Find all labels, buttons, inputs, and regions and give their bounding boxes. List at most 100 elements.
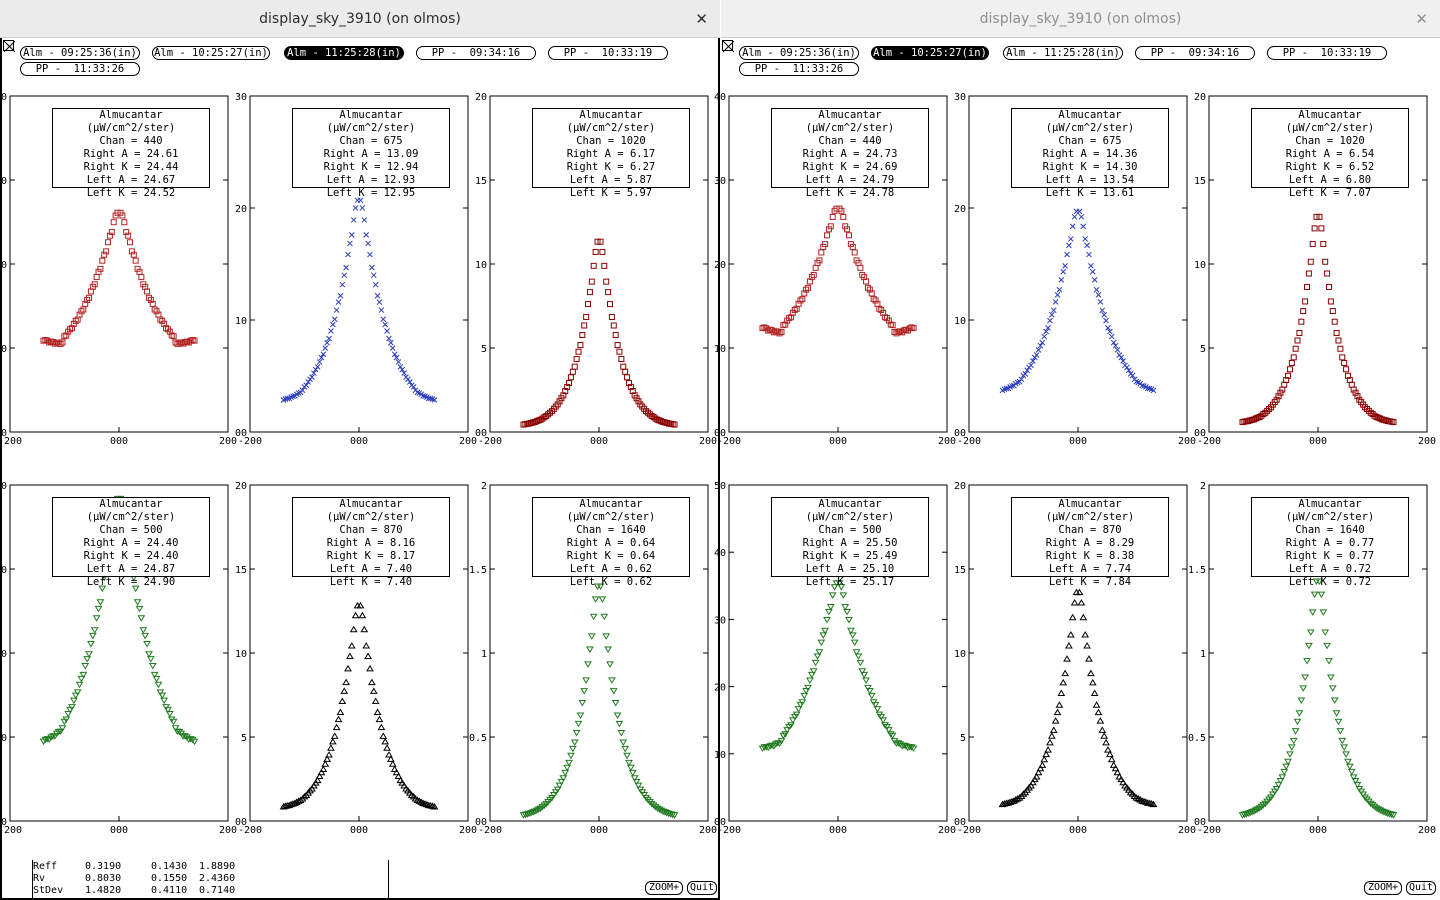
data-point: [772, 328, 779, 335]
data-point: [317, 768, 326, 776]
data-point: [1344, 372, 1351, 379]
stats-cell: 2.4360: [199, 873, 236, 884]
data-point: [172, 339, 179, 346]
data-point: [181, 733, 189, 740]
data-point: [191, 337, 198, 344]
data-point: [96, 599, 105, 606]
data-point: [53, 339, 60, 346]
data-point: [41, 736, 50, 744]
data-point: [1351, 778, 1360, 785]
legend-line: Right K = 25.49: [802, 550, 898, 562]
data-point: [1114, 347, 1121, 353]
data-point: [635, 398, 642, 405]
y-tick-label: 10: [714, 750, 726, 761]
data-point: [794, 706, 803, 713]
data-point: [611, 699, 620, 707]
data-point: [311, 370, 317, 376]
data-point: [811, 659, 820, 667]
stats-cell: 0.8030: [85, 873, 122, 884]
zoom-button[interactable]: ZOOM+: [645, 881, 683, 895]
data-point: [168, 332, 175, 339]
legend-line: Right A = 14.36: [1042, 148, 1138, 160]
data-point: [881, 722, 889, 729]
tab-4[interactable]: PP - 10:33:19: [1267, 46, 1387, 60]
y-tick-label: 10: [235, 316, 247, 327]
data-point: [783, 727, 792, 734]
tab-0[interactable]: Alm - 09:25:36(in): [20, 46, 140, 60]
legend-line: Right A = 8.16: [326, 537, 416, 549]
tab-3[interactable]: PP - 09:34:16: [416, 46, 536, 60]
close-icon[interactable]: ✕: [695, 10, 708, 28]
tab-5[interactable]: PP - 11:33:26: [20, 62, 140, 76]
data-point: [621, 745, 630, 753]
legend-line: Left K = 13.61: [1045, 187, 1135, 199]
data-point: [316, 359, 323, 365]
data-point: [588, 278, 595, 285]
tab-5[interactable]: PP - 11:33:26: [739, 62, 859, 76]
data-point: [1306, 629, 1315, 636]
close-icon[interactable]: ✕: [1415, 10, 1428, 28]
data-point: [1304, 283, 1311, 290]
zoom-button[interactable]: ZOOM+: [1364, 881, 1402, 895]
plot-svg: 40 30 20 10 00-200 000 200: [714, 92, 956, 447]
tab-0[interactable]: Alm - 09:25:36(in): [739, 46, 859, 60]
data-point: [768, 327, 775, 334]
data-point: [1334, 718, 1343, 726]
data-point: [324, 339, 330, 346]
tab-4[interactable]: PP - 10:33:19: [548, 46, 668, 60]
legend-line: Chan = 1020: [1295, 135, 1365, 147]
title-bar[interactable]: display_sky_3910 (on olmos) ✕: [0, 0, 720, 38]
quit-button[interactable]: Quit: [687, 881, 717, 895]
corner-x-icon[interactable]: [722, 40, 734, 52]
title-bar[interactable]: display_sky_3910 (on olmos) ✕: [721, 0, 1440, 38]
data-point: [850, 639, 859, 647]
data-point: [760, 744, 769, 751]
tab-1[interactable]: Alm - 10:25:27(in): [152, 46, 270, 60]
y-tick-label: 20: [954, 204, 966, 215]
tab-1[interactable]: Alm - 10:25:27(in): [871, 46, 989, 60]
data-point: [81, 663, 90, 670]
stats-cell: 0.7140: [199, 885, 236, 896]
data-point: [85, 651, 93, 658]
y-tick-label: 40: [714, 92, 726, 103]
data-point: [1000, 800, 1009, 807]
data-point: [340, 687, 349, 694]
data-point: [341, 272, 348, 279]
data-point: [284, 395, 291, 402]
x-tick-label: -200: [238, 436, 262, 447]
data-point: [381, 737, 390, 745]
data-point: [567, 374, 574, 381]
data-point: [394, 772, 403, 780]
data-point: [1090, 689, 1099, 697]
data-point: [847, 627, 855, 635]
data-point: [535, 417, 542, 424]
tab-2[interactable]: Alm - 11:25:28(in): [1003, 46, 1123, 60]
x-tick-label: -200: [717, 436, 741, 447]
data-point: [305, 379, 312, 385]
y-tick-label: 10: [954, 316, 966, 327]
legend-line: Left A = 24.87: [86, 563, 176, 575]
data-point: [1049, 726, 1058, 733]
data-point: [1366, 800, 1375, 808]
tab-3[interactable]: PP - 09:34:16: [1135, 46, 1255, 60]
data-point: [128, 248, 135, 255]
legend-line: Chan = 870: [1058, 524, 1122, 536]
data-point: [827, 223, 834, 230]
data-point: [622, 368, 629, 375]
y-tick-label: 00: [1194, 428, 1206, 439]
legend-line: Right K = 24.69: [802, 161, 898, 173]
quit-button[interactable]: Quit: [1406, 881, 1436, 895]
x-tick-label: 200: [938, 825, 956, 836]
data-point: [1113, 768, 1122, 776]
data-point: [339, 281, 346, 288]
data-point: [867, 692, 876, 700]
x-tick-label: 200: [699, 436, 717, 447]
corner-x-icon[interactable]: [3, 40, 15, 52]
data-point: [1363, 406, 1370, 413]
data-point: [632, 778, 641, 786]
y-tick-label: 00: [0, 817, 7, 828]
data-point: [844, 226, 851, 233]
tab-2[interactable]: Alm - 11:25:28(in): [284, 46, 404, 60]
almucantar-plot-0: 40 30 20 10 00-200 000 200 Almucantar (µW/cm^2/…: [714, 92, 956, 447]
data-point: [154, 681, 163, 689]
